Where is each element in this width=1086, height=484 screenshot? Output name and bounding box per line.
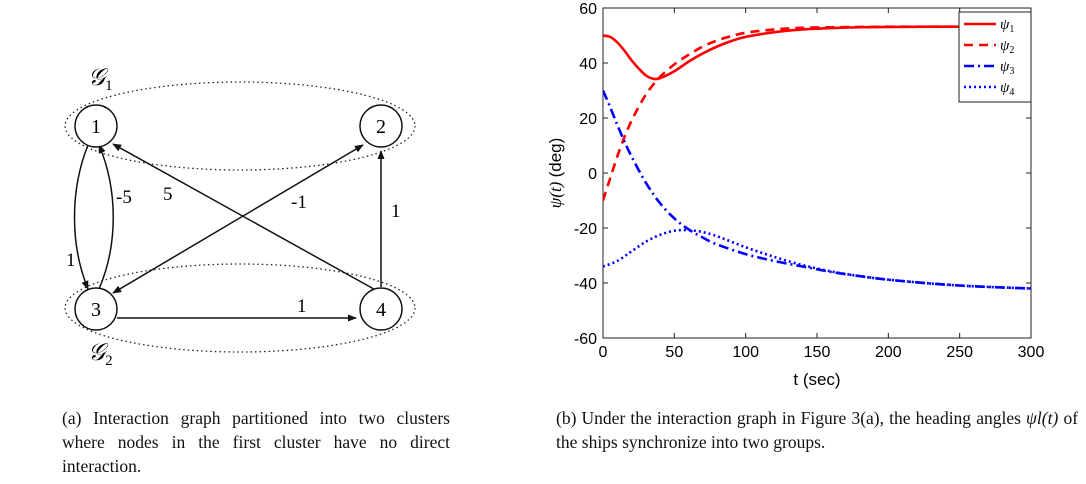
caption-a: (a) Interaction graph partitioned into t… xyxy=(62,406,450,478)
node-4: 4 xyxy=(359,287,403,331)
legend-label-4: ψ4 xyxy=(1000,80,1014,98)
y-tick-label: -60 xyxy=(574,331,597,348)
y-tick-label: 0 xyxy=(588,166,597,183)
caption-b-label: (b) xyxy=(556,408,577,428)
x-axis-label: t (sec) xyxy=(793,370,840,389)
edge-4-to-3 xyxy=(112,144,364,294)
caption-a-label: (a) xyxy=(62,408,82,428)
node-3: 3 xyxy=(74,287,118,331)
cluster-1-ellipse xyxy=(64,81,416,171)
y-axis-label: ψ(t) (deg) xyxy=(546,138,565,209)
x-tick-label: 100 xyxy=(732,344,759,361)
cluster-1-label: 𝒢1 xyxy=(88,65,113,94)
caption-b-text-1: Under the interaction graph in Figure 3(… xyxy=(581,408,1021,428)
edge-label-4-to-3: -1 xyxy=(291,192,307,213)
series-line-1 xyxy=(603,25,1031,81)
x-tick-label: 50 xyxy=(665,344,683,361)
legend-label-3: ψ3 xyxy=(1000,59,1014,77)
y-tick-label: 20 xyxy=(579,111,597,128)
series-line-4 xyxy=(603,228,1031,290)
svg-text:1: 1 xyxy=(91,116,101,138)
interaction-graph: 𝒢1 𝒢2 -5 1 5 -1 1 1 1 2 3 4 xyxy=(64,65,416,369)
series-line-3 xyxy=(603,89,1031,290)
caption-b: (b) Under the interaction graph in Figur… xyxy=(556,406,1078,454)
x-tick-label: 200 xyxy=(875,344,902,361)
y-tick-label: 40 xyxy=(579,56,597,73)
svg-text:3: 3 xyxy=(91,299,101,321)
caption-b-text-2: of the ships synchronize into two groups… xyxy=(556,408,1079,452)
svg-text:4: 4 xyxy=(376,299,386,321)
edge-label-3-to-4: 1 xyxy=(297,296,307,317)
y-tick-label: -40 xyxy=(574,276,597,293)
series-line-2 xyxy=(603,25,1031,201)
edge-label-4-to-2: 1 xyxy=(391,201,401,222)
caption-a-text: Interaction graph partitioned into two c… xyxy=(62,408,450,476)
edge-label-3-to-1: -5 xyxy=(116,187,132,208)
edge-label-1-to-3: 1 xyxy=(66,250,76,271)
legend-label-1: ψ1 xyxy=(1000,17,1014,35)
cluster-2-label: 𝒢2 xyxy=(88,340,113,369)
node-1: 1 xyxy=(74,104,118,148)
x-tick-label: 0 xyxy=(599,344,608,361)
legend: ψ1 ψ2 ψ3 ψ4 xyxy=(958,11,1032,103)
edge-label-4-to-1: 5 xyxy=(163,184,173,205)
svg-text:2: 2 xyxy=(376,116,386,138)
y-tick-label: -20 xyxy=(574,221,597,238)
edge-4-to-1 xyxy=(112,143,382,294)
x-tick-label: 250 xyxy=(946,344,973,361)
x-tick-label: 150 xyxy=(804,344,831,361)
edge-1-to-3 xyxy=(73,144,89,290)
y-tick-label: 60 xyxy=(579,1,597,18)
node-2: 2 xyxy=(359,104,403,148)
x-tick-label: 300 xyxy=(1018,344,1045,361)
legend-label-2: ψ2 xyxy=(1000,38,1014,56)
caption-b-math: ψl(t) xyxy=(1026,408,1059,428)
edge-3-to-1 xyxy=(98,144,114,290)
